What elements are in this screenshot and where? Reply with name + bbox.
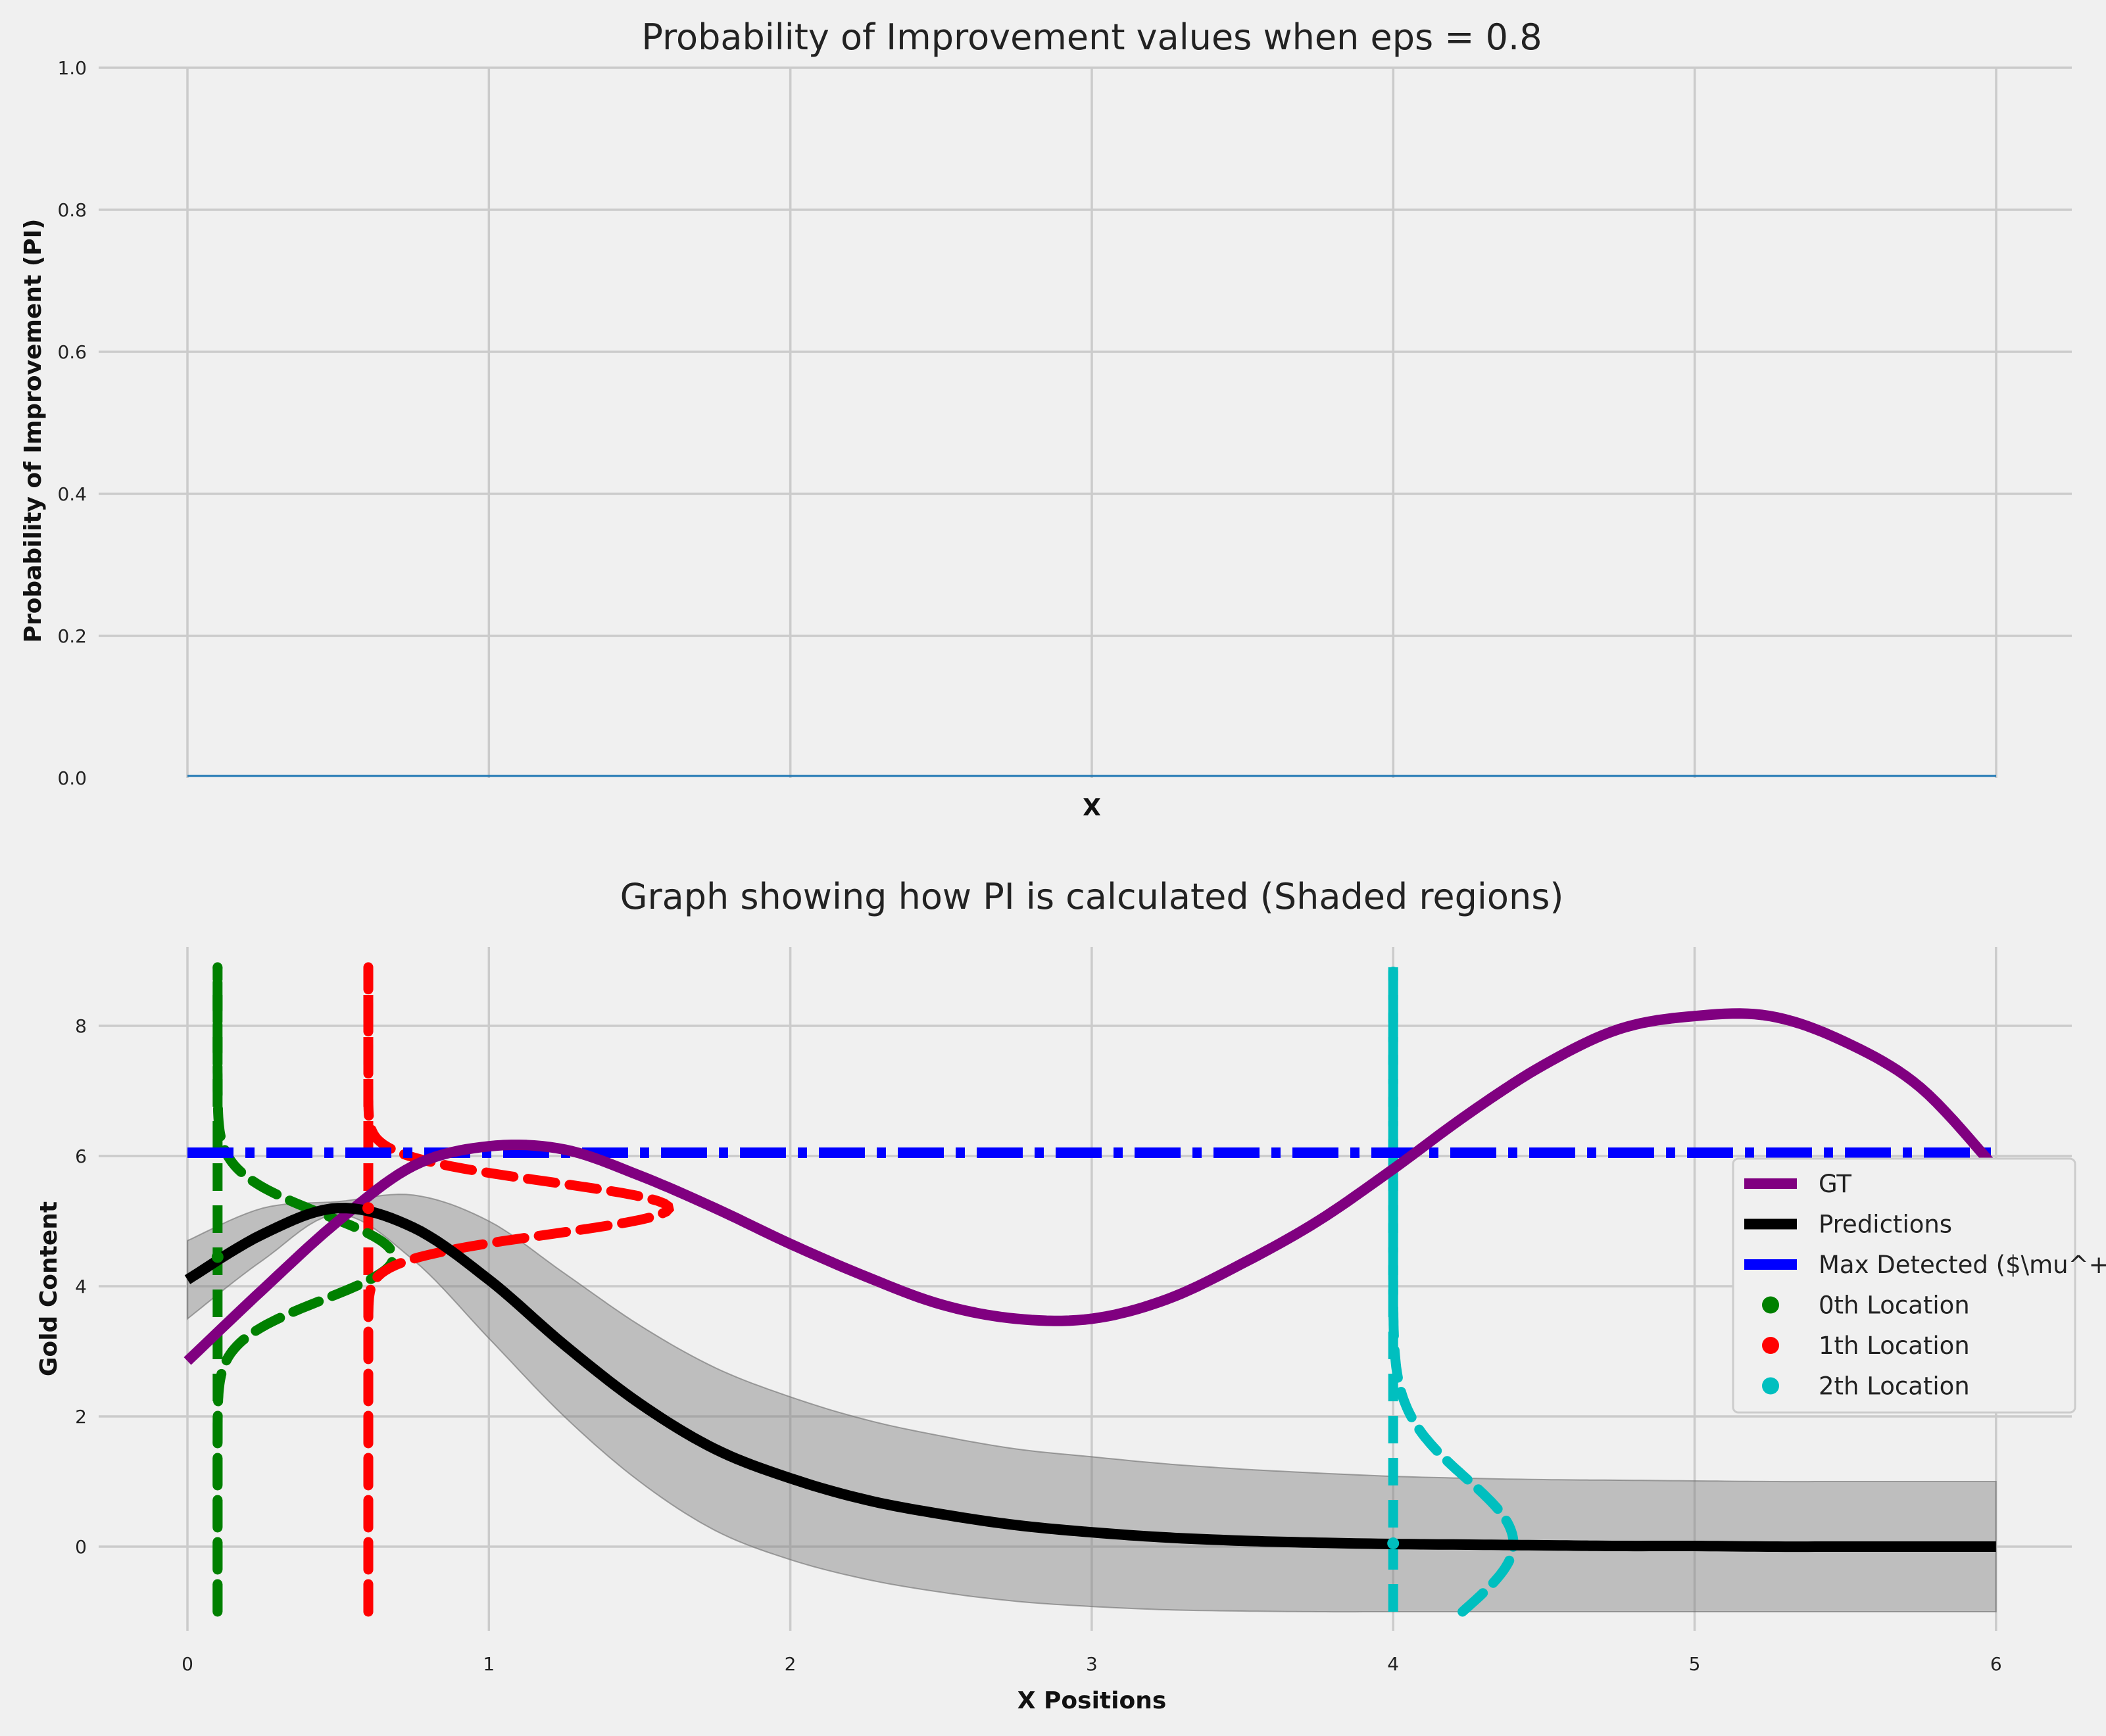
location-point-2 <box>1387 1537 1400 1550</box>
gold-x-tick-label: 2 <box>785 1653 796 1675</box>
gold-chart-series <box>184 962 2000 1617</box>
legend-label-5: 2th Location <box>1819 1372 1970 1401</box>
gold-chart-x-axis-label: X Positions <box>1017 1687 1167 1714</box>
location-gaussian-2 <box>1388 962 1519 1617</box>
predictions-line <box>184 1203 1997 1553</box>
gold-x-tick-label: 4 <box>1387 1653 1399 1675</box>
pi-y-tick-label: 1.0 <box>57 57 87 79</box>
legend-swatch-5 <box>1762 1377 1779 1395</box>
location-point-1 <box>362 1202 374 1215</box>
pi-chart-grid <box>99 66 2072 778</box>
gold-chart-y-tick-labels: 0 2 4 6 8 <box>75 1015 87 1558</box>
gold-x-tick-label: 6 <box>1990 1653 2002 1675</box>
gold-y-tick-label: 0 <box>75 1536 87 1558</box>
gold-x-tick-label: 1 <box>483 1653 495 1675</box>
gold-y-tick-label: 8 <box>75 1015 87 1037</box>
gold-chart-legend: GT Predictions Max Detected ($\mu^+$) 0th L… <box>1732 1157 2106 1414</box>
pi-y-tick-label: 0.2 <box>57 625 87 647</box>
legend-label-4: 1th Location <box>1819 1332 1970 1360</box>
gold-chart-y-axis-label: Gold Content <box>36 1201 62 1376</box>
gold-y-tick-label: 6 <box>75 1145 87 1167</box>
pi-chart: Probability of Improvement values when e… <box>20 16 2072 821</box>
legend-label-3: 0th Location <box>1819 1291 1970 1320</box>
gold-chart: Graph showing how PI is calculated (Shad… <box>36 876 2106 1714</box>
pi-y-tick-label: 0.0 <box>57 767 87 789</box>
legend-box <box>1732 1157 2076 1414</box>
gold-y-tick-label: 4 <box>75 1276 87 1297</box>
confidence-band <box>187 1194 1997 1613</box>
location-gaussian-1 <box>363 962 674 1617</box>
gold-x-tick-label: 0 <box>182 1653 193 1675</box>
pi-y-tick-label: 0.6 <box>57 341 87 363</box>
legend-label-2: Max Detected ($\mu^+$) <box>1819 1251 2106 1279</box>
pi-y-tick-label: 0.8 <box>57 199 87 221</box>
gt-line <box>184 1008 2000 1365</box>
location-point-0 <box>211 1251 224 1263</box>
legend-swatch-4 <box>1762 1337 1779 1354</box>
gold-x-tick-label: 5 <box>1689 1653 1701 1675</box>
pi-chart-x-axis-label: X <box>1083 794 1101 821</box>
gold-x-tick-label: 3 <box>1086 1653 1098 1675</box>
pi-y-tick-label: 0.4 <box>57 483 87 505</box>
location-gaussian-0 <box>212 962 399 1617</box>
gold-y-tick-label: 2 <box>75 1406 87 1428</box>
legend-label-1: Predictions <box>1819 1211 1952 1239</box>
gold-chart-x-tick-labels: 0 1 2 3 4 5 6 <box>182 1653 2002 1675</box>
pi-chart-title: Probability of Improvement values when e… <box>641 16 1542 58</box>
pi-chart-y-tick-labels: 0.0 0.2 0.4 0.6 0.8 1.0 <box>57 57 87 789</box>
legend-label-0: GT <box>1819 1170 1851 1198</box>
pi-chart-y-axis-label: Probability of Improvement (PI) <box>20 219 47 643</box>
legend-swatch-3 <box>1762 1296 1779 1314</box>
gold-chart-title: Graph showing how PI is calculated (Shad… <box>620 876 1564 917</box>
